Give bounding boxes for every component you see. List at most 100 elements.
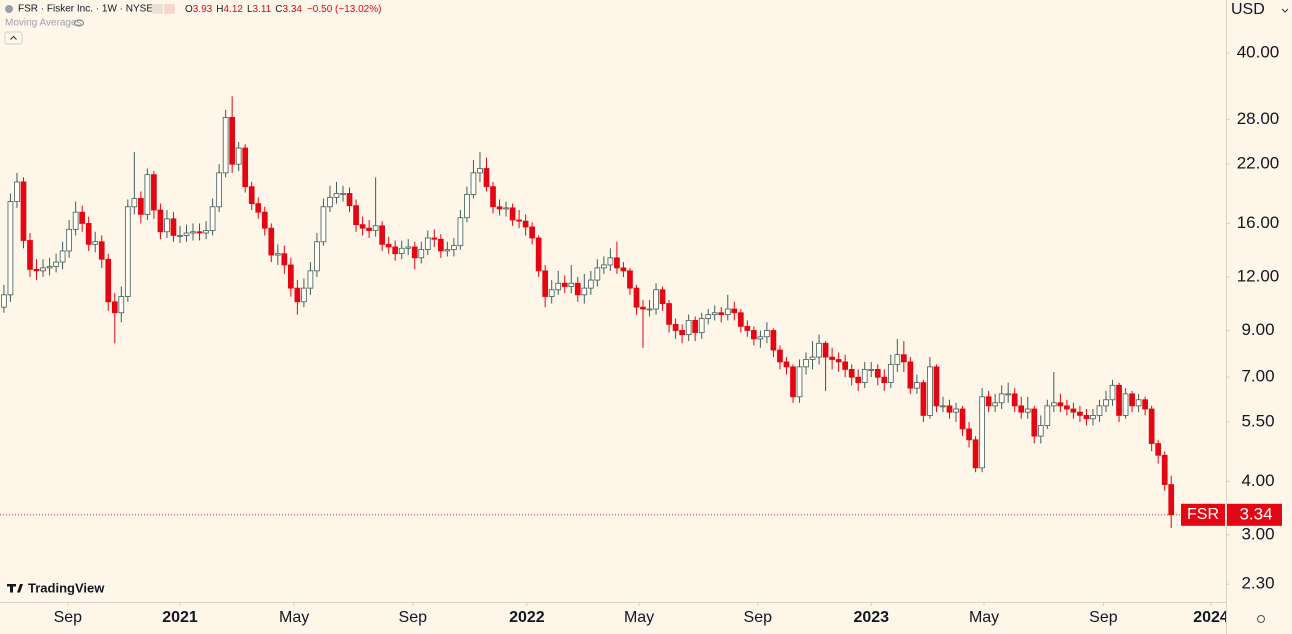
y-tick-label: 2.30 (1241, 574, 1274, 593)
visibility-icon[interactable] (74, 19, 84, 27)
candle-body (711, 312, 718, 316)
candle-body (972, 439, 979, 469)
candle-body (366, 227, 372, 231)
candle-body (744, 325, 751, 331)
candle-body (855, 376, 862, 383)
candle-body (190, 231, 196, 234)
candle-body (672, 323, 679, 331)
candle-body (144, 174, 151, 215)
y-tick-label: 40.00 (1237, 43, 1280, 62)
candle-body (7, 201, 14, 296)
candle-body (72, 211, 79, 230)
candle-body (157, 209, 164, 233)
candle-body (529, 226, 535, 239)
candle-body (177, 235, 183, 237)
ohlc-value: 3.93 (193, 4, 213, 15)
y-tick-label: 5.50 (1241, 412, 1274, 431)
indicator-name: Moving Averages (5, 18, 82, 29)
ohlc-label: C (275, 4, 282, 15)
candle-body (946, 405, 953, 413)
ohlc-value: 3.11 (253, 4, 272, 15)
y-tick-label: 12.00 (1237, 266, 1280, 285)
candle-body (203, 230, 209, 234)
candle-body (522, 220, 529, 228)
settings-icon[interactable] (1257, 615, 1265, 623)
flag-icon[interactable] (164, 4, 175, 14)
candle-body (248, 186, 255, 205)
collapse-button[interactable] (4, 31, 23, 45)
candle-body (737, 312, 744, 327)
price-change: −0.50 (−13.02%) (307, 4, 382, 15)
candle-body (477, 168, 483, 174)
candle-body (1096, 405, 1103, 416)
candle-body (568, 282, 575, 287)
candle-body (659, 289, 666, 304)
candle-body (666, 303, 672, 325)
candle-body (216, 172, 222, 208)
candle-body (268, 227, 275, 256)
candle-body (509, 207, 516, 221)
candle-body (1083, 415, 1090, 420)
currency[interactable]: USD (1231, 1, 1265, 18)
candle-body (998, 393, 1005, 404)
candle-body (327, 197, 333, 208)
last-price-tag (1227, 503, 1282, 526)
candle-body (372, 225, 379, 231)
y-tick-label: 9.00 (1241, 320, 1274, 339)
candle-body (587, 279, 594, 289)
candle-body (470, 172, 477, 195)
candle-body (790, 366, 796, 398)
candle-body (757, 336, 764, 340)
candle-body (105, 258, 112, 303)
candle-body (118, 296, 125, 314)
candle-body (27, 240, 33, 270)
x-tick-label: May (279, 609, 309, 626)
candle-body (151, 174, 157, 211)
candle-body (1050, 402, 1057, 407)
candle-body (607, 257, 614, 266)
candle-body (992, 402, 998, 407)
candle-body (881, 376, 888, 383)
symbol-icon (5, 5, 13, 13)
candle-body (294, 287, 301, 303)
candle-body (411, 246, 418, 259)
candle-body (1077, 411, 1083, 416)
candle-body (1064, 405, 1070, 410)
candle-body (281, 253, 288, 266)
candle-body (385, 243, 392, 248)
flag-icon[interactable] (152, 4, 163, 14)
x-tick-label: Sep (399, 609, 428, 626)
candle-body (718, 312, 725, 316)
candle-body (542, 270, 549, 297)
candle-body (33, 268, 40, 272)
candle-body (66, 228, 72, 252)
price-axis-bg (1226, 0, 1292, 634)
candle-body (1122, 393, 1129, 416)
candle-body (405, 246, 412, 249)
candle-body (842, 361, 849, 370)
candle-body (940, 405, 946, 408)
candle-body (288, 264, 294, 289)
candle-body (777, 349, 783, 363)
candle-body (1005, 393, 1012, 396)
candle-body (1044, 405, 1051, 426)
candle-body (614, 257, 620, 269)
candle-body (124, 206, 131, 297)
candle-body (242, 147, 249, 188)
legend-header: FSR · Fisker Inc. · 1W · NYSE O3.93 H4.12… (4, 4, 382, 45)
candle-body (835, 359, 842, 363)
candle-body (301, 287, 307, 303)
candle-body (424, 237, 431, 251)
time-axis: Sep 2021 May Sep 2022 May Sep 2023 May Sep 2024 (0, 602, 1229, 626)
candle-body (46, 266, 53, 269)
candle-body (809, 356, 816, 360)
candle-body (222, 116, 229, 174)
y-tick-label: 22.00 (1237, 154, 1280, 173)
candle-body (770, 330, 777, 351)
y-tick-label: 4.00 (1241, 471, 1274, 490)
candle-body (418, 249, 425, 259)
candle-body (920, 382, 927, 416)
currency-dropdown[interactable] (1281, 8, 1289, 13)
candle-body (555, 282, 562, 291)
